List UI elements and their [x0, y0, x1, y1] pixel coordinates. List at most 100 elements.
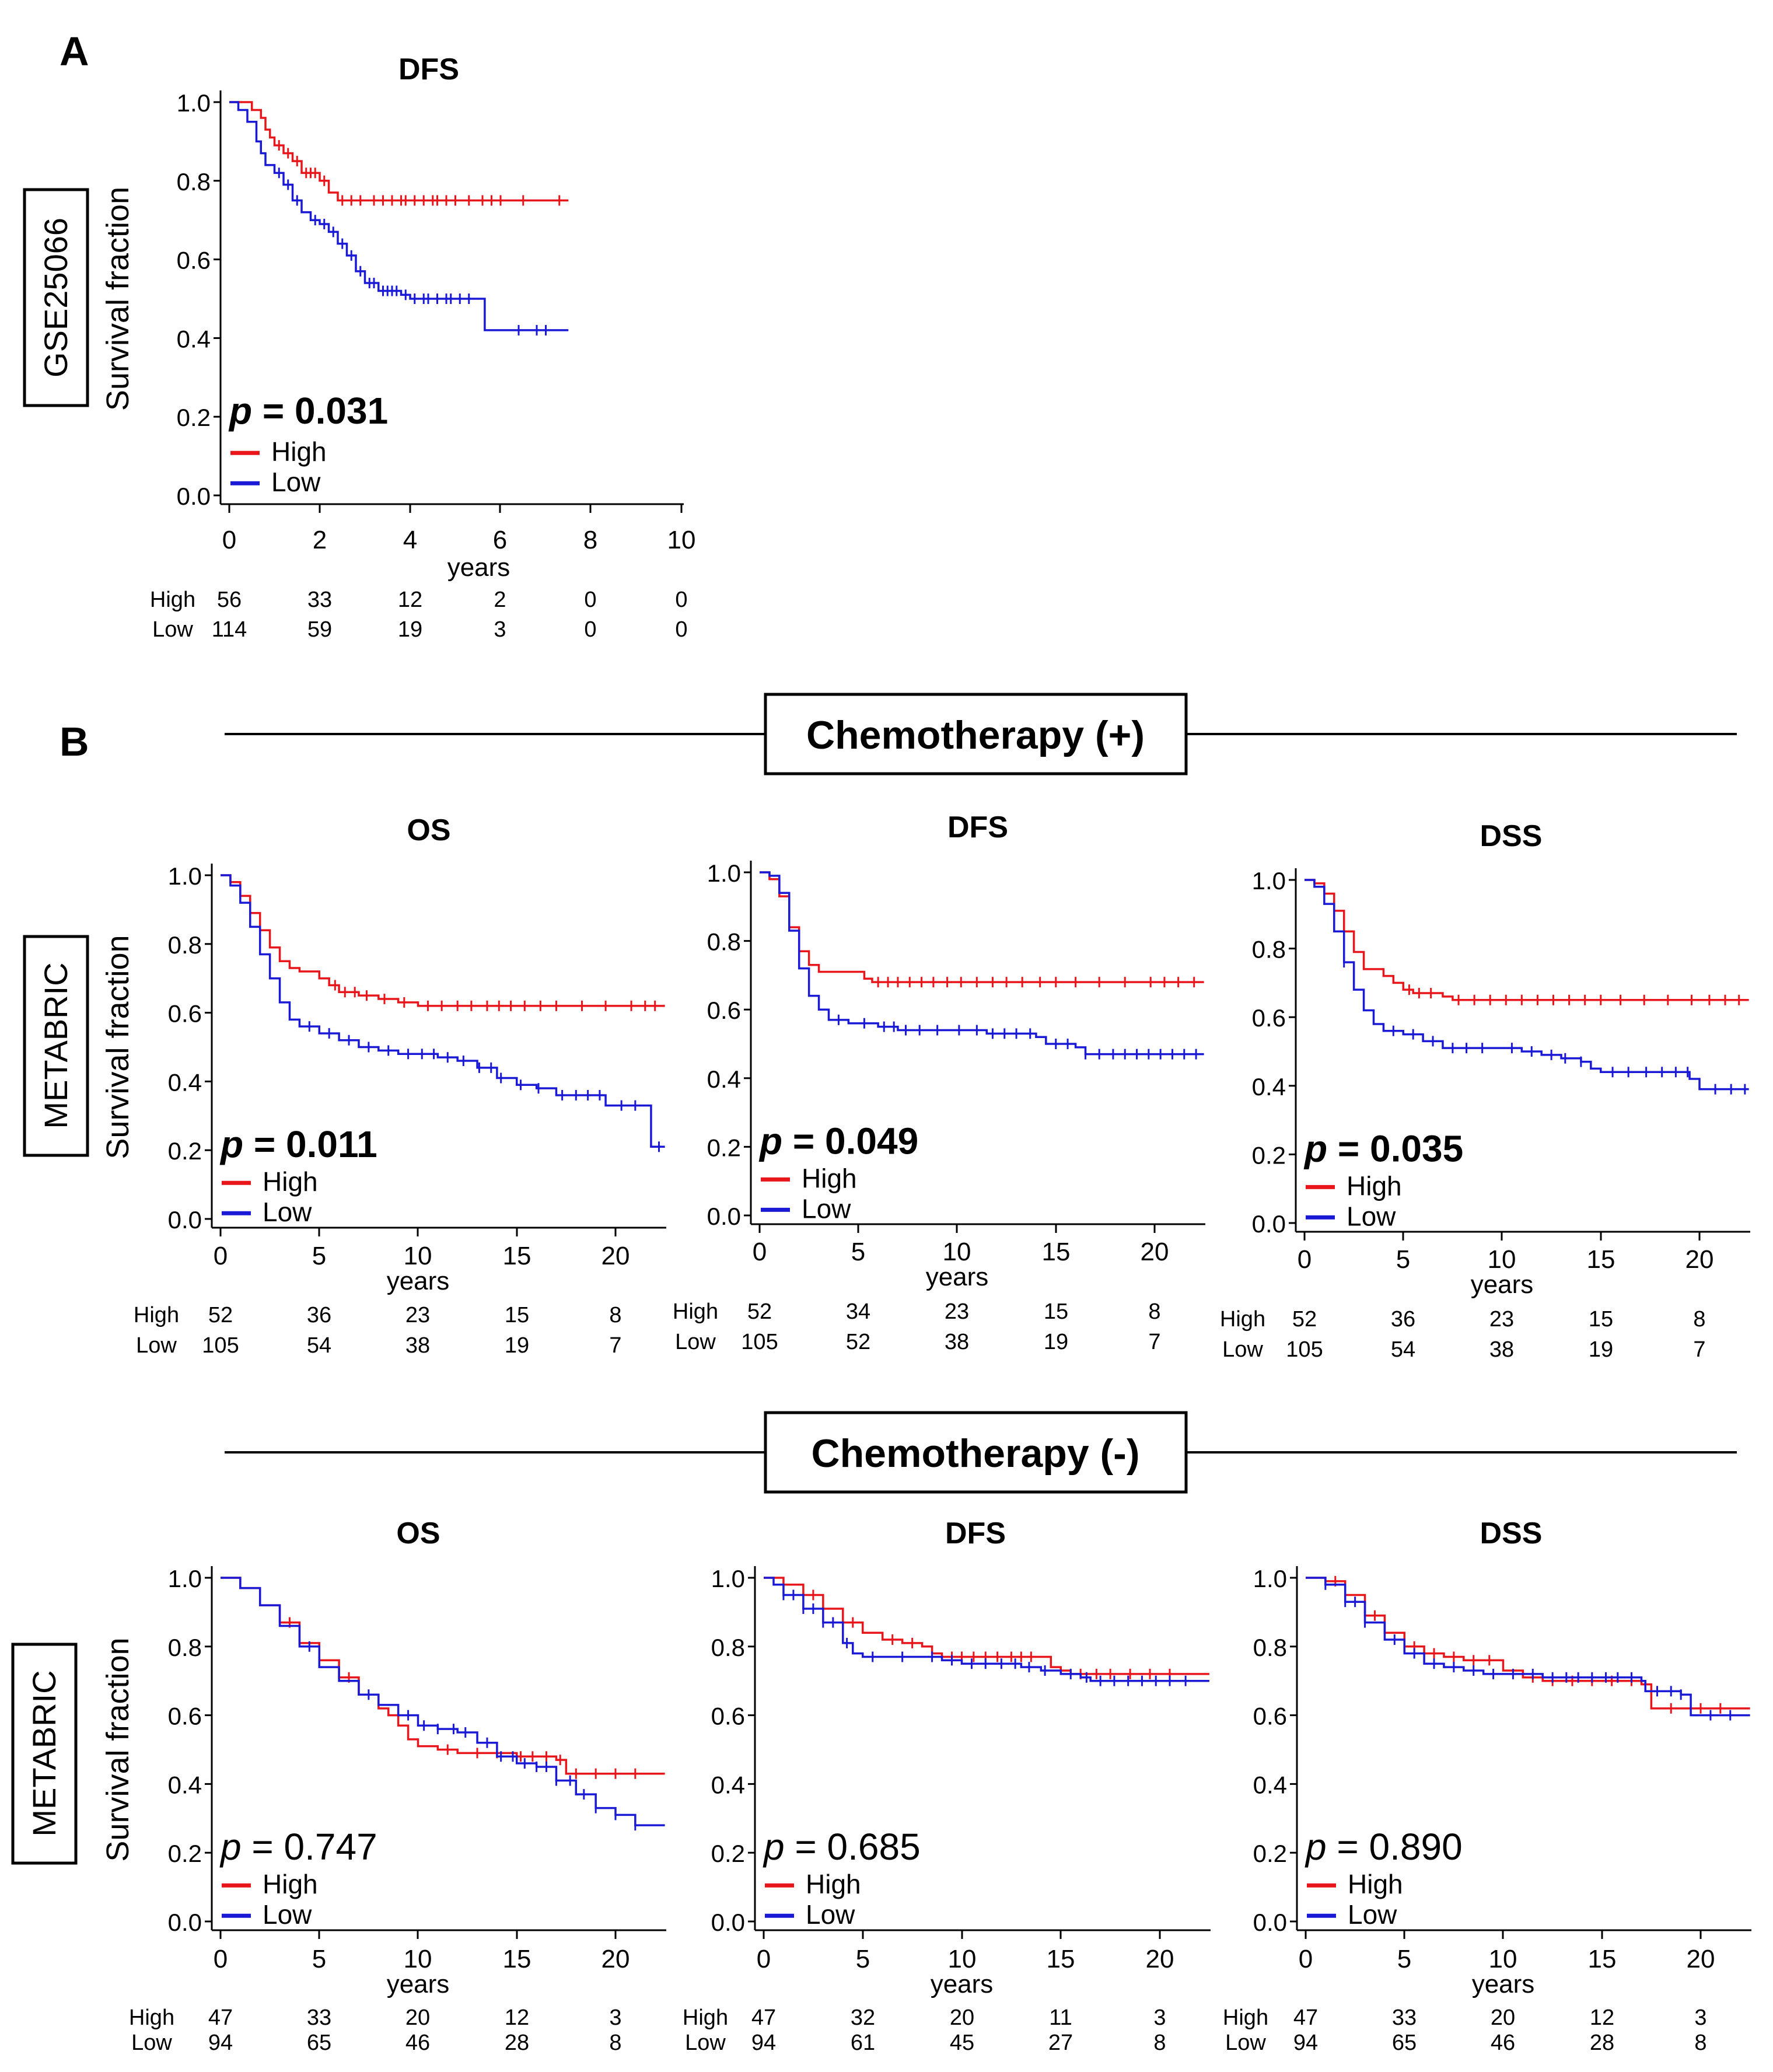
x-tick-label: 10	[667, 526, 696, 554]
cohort-box-b1	[23, 935, 89, 1157]
plot-title: DSS	[1480, 1517, 1543, 1550]
risk-count: 32	[851, 2005, 875, 2030]
legend-label-high: High	[263, 1869, 318, 1899]
risk-count: 34	[846, 1299, 870, 1324]
cohort-box-b2	[11, 1643, 78, 1865]
risk-count: 47	[751, 2005, 776, 2030]
km-curve-low	[229, 101, 569, 331]
x-tick-label: 10	[1488, 1245, 1516, 1274]
y-tick-label: 0.4	[1253, 1771, 1287, 1798]
y-tick-label: 0.0	[707, 1203, 741, 1230]
y-tick-label: 0.6	[177, 247, 211, 274]
y-tick-label: 0.4	[177, 325, 211, 352]
risk-count: 7	[1693, 1337, 1705, 1362]
risk-row-label: High	[129, 2005, 174, 2030]
plot-title: OS	[407, 813, 450, 847]
y-axis-label: Survival fraction	[100, 1637, 135, 1861]
km-curve-low	[1305, 879, 1749, 1091]
x-tick-label: 5	[312, 1945, 326, 1973]
x-tick-label: 0	[1299, 1945, 1313, 1973]
plot-title: DFS	[947, 810, 1008, 844]
risk-count: 23	[945, 1299, 969, 1324]
x-axis-label: years	[447, 553, 510, 582]
x-tick-label: 0	[222, 526, 236, 554]
risk-count: 52	[747, 1299, 772, 1324]
y-tick-label: 0.8	[168, 931, 202, 959]
plot-title: OS	[396, 1517, 440, 1550]
risk-count: 19	[505, 1333, 529, 1358]
risk-count: 33	[307, 2005, 331, 2030]
x-tick-label: 15	[1047, 1945, 1075, 1973]
risk-count: 3	[1694, 2005, 1706, 2030]
risk-count: 36	[307, 1303, 331, 1327]
km-curve-low	[760, 871, 1204, 1056]
y-tick-label: 0.0	[1252, 1210, 1286, 1238]
x-tick-label: 10	[1489, 1945, 1517, 1973]
panel-label-b: B	[60, 719, 89, 764]
risk-count: 11	[1049, 2005, 1072, 2030]
x-tick-label: 15	[1587, 1245, 1615, 1274]
plot-title: DFS	[945, 1517, 1006, 1550]
risk-count: 7	[1148, 1330, 1160, 1354]
risk-count: 33	[1392, 2005, 1417, 2030]
y-tick-label: 0.6	[1253, 1703, 1287, 1730]
risk-row-label: High	[673, 1299, 718, 1324]
legend-label-high: High	[1347, 1170, 1402, 1201]
risk-count: 47	[1293, 2005, 1318, 2030]
km-plot-pos_dfs: DFS 0.0 0.2 0.4 0.6 0.8 1.0 0 5 10 15 20 years p = 0.…	[673, 810, 1205, 1354]
risk-count: 12	[505, 2005, 529, 2030]
p-value: p = 0.011	[219, 1123, 377, 1165]
risk-row-label: Low	[152, 617, 193, 642]
km-curve-low	[221, 1577, 665, 1826]
risk-count: 15	[1044, 1299, 1068, 1324]
x-tick-label: 0	[1298, 1245, 1312, 1274]
x-axis-label: years	[926, 1263, 989, 1291]
risk-count: 3	[609, 2005, 621, 2030]
risk-row-label: High	[1223, 2005, 1268, 2030]
risk-count: 19	[398, 617, 422, 642]
risk-count: 23	[1489, 1307, 1514, 1332]
risk-count: 38	[405, 1333, 430, 1358]
risk-count: 8	[1694, 2031, 1706, 2055]
x-tick-label: 5	[1397, 1945, 1411, 1973]
risk-count: 23	[405, 1303, 430, 1327]
x-tick-label: 20	[1146, 1945, 1174, 1973]
km-curve-low	[764, 1577, 1209, 1682]
risk-row-label: Low	[685, 2031, 726, 2055]
km-curve-high	[1305, 879, 1749, 1001]
legend-label-low: Low	[1347, 1201, 1396, 1231]
x-tick-label: 4	[403, 526, 417, 554]
x-tick-label: 0	[757, 1945, 771, 1973]
risk-row-label: Low	[1222, 1337, 1263, 1362]
risk-count: 65	[1392, 2031, 1417, 2055]
x-tick-label: 10	[948, 1945, 977, 1973]
risk-count: 105	[741, 1330, 778, 1354]
legend-label-high: High	[802, 1163, 857, 1193]
x-tick-label: 5	[856, 1945, 870, 1973]
risk-count: 105	[202, 1333, 239, 1358]
risk-row-label: High	[150, 588, 195, 612]
km-plot-neg_dss: DSS 0.0 0.2 0.4 0.6 0.8 1.0 0 5 10 15 20 years p = 0.…	[1223, 1517, 1751, 2055]
y-tick-label: 1.0	[711, 1565, 745, 1592]
risk-count: 19	[1589, 1337, 1613, 1362]
x-tick-label: 20	[1685, 1245, 1714, 1274]
p-value: p = 0.747	[219, 1826, 377, 1868]
risk-count: 12	[398, 588, 422, 612]
y-axis-label: Survival fraction	[100, 187, 135, 411]
p-value: p = 0.685	[763, 1826, 921, 1868]
risk-count: 8	[1693, 1307, 1705, 1332]
x-axis-label: years	[387, 1267, 450, 1295]
y-tick-label: 0.8	[1253, 1634, 1287, 1661]
risk-count: 27	[1048, 2031, 1073, 2055]
km-curve-low	[1306, 1577, 1750, 1717]
y-tick-label: 0.4	[1252, 1073, 1286, 1100]
y-tick-label: 0.2	[1252, 1141, 1286, 1169]
x-axis-label: years	[1471, 1270, 1534, 1299]
x-tick-label: 10	[404, 1242, 432, 1270]
km-curve-high	[764, 1577, 1209, 1675]
risk-count: 20	[1491, 2005, 1515, 2030]
cohort-label-a: GSE25066	[37, 218, 74, 378]
y-tick-label: 0.0	[168, 1909, 202, 1936]
y-tick-label: 0.4	[707, 1065, 741, 1093]
